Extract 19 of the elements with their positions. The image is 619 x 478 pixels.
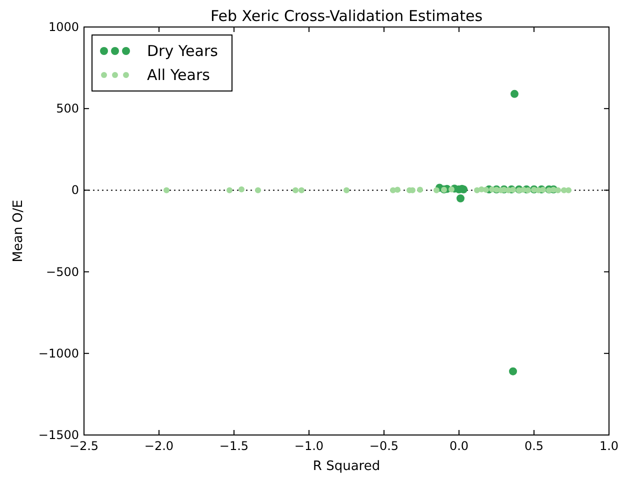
y-tick-label: −1000 [38, 346, 79, 360]
x-axis-title: R Squared [312, 459, 380, 474]
x-tick-label: −1.0 [294, 439, 324, 453]
y-axis-title: Mean O/E [11, 200, 26, 262]
chart-title: Feb Xeric Cross-Validation Estimates [210, 7, 483, 25]
legend-label: All Years [147, 66, 210, 84]
x-tick-label: 0.5 [524, 439, 544, 453]
legend-label: Dry Years [147, 42, 218, 60]
x-tick-label: 0.0 [449, 439, 469, 453]
x-tick-label: 1.0 [599, 439, 619, 453]
y-tick-label: 500 [56, 102, 79, 116]
y-tick-label: −1500 [38, 428, 79, 442]
y-tick-label: −500 [46, 264, 79, 279]
x-tick-label: −0.5 [369, 439, 399, 453]
y-tick-label: 0 [71, 183, 79, 198]
x-tick-label: −1.5 [219, 439, 249, 453]
y-tick-label: 1000 [48, 20, 79, 34]
x-tick-label: −2.0 [144, 439, 174, 453]
x-tick-label: −2.5 [69, 439, 99, 453]
